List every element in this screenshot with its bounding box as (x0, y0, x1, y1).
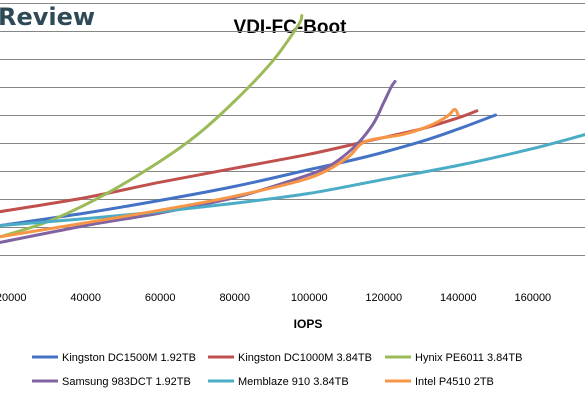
x-tick-label-3: 80000 (219, 292, 250, 304)
legend-label-samsung-983dct-1-92tb: Samsung 983DCT 1.92TB (62, 376, 191, 388)
x-tick-label-1: 40000 (70, 292, 101, 304)
x-tick-label-6: 140000 (440, 292, 477, 304)
brand-logo-text: Review (0, 3, 95, 31)
legend-label-kingston-dc1000m-3-84tb: Kingston DC1000M 3.84TB (238, 352, 372, 364)
series-line-kingston-dc1000m-3-84tb (0, 109, 479, 214)
x-tick-label-2: 60000 (145, 292, 176, 304)
series-line-hynix-pe6011-3-84tb (0, 14, 304, 239)
x-tick-label-0: 20000 (0, 292, 26, 304)
x-axis-tick-labels: 20000 40000 60000 80000 100000 120000 140000 16… (0, 292, 551, 304)
series-line-samsung-983dct-1-92tb (0, 79, 397, 244)
series-line-kingston-dc1500m-1-92tb (0, 113, 498, 228)
legend-label-hynix-pe6011-3-84tb: Hynix PE6011 3.84TB (415, 352, 522, 364)
legend-label-intel-p4510-2tb: Intel P4510 2TB (415, 376, 494, 388)
x-tick-label-5: 120000 (365, 292, 402, 304)
x-axis-label: IOPS (294, 317, 323, 331)
series-line-intel-p4510-2tb (0, 107, 460, 239)
legend-label-memblaze-910-3-84tb: Memblaze 910 3.84TB (238, 376, 349, 388)
legend: Kingston DC1500M 1.92TB Kingston DC1000M … (32, 352, 522, 388)
series-lines (0, 14, 585, 244)
chart-title: VDI-FC-Boot (234, 17, 348, 38)
series-line-memblaze-910-3-84tb (0, 133, 585, 228)
x-tick-label-4: 100000 (291, 292, 328, 304)
legend-label-kingston-dc1500m-1-92tb: Kingston DC1500M 1.92TB (62, 352, 196, 364)
x-tick-label-7: 160000 (514, 292, 551, 304)
